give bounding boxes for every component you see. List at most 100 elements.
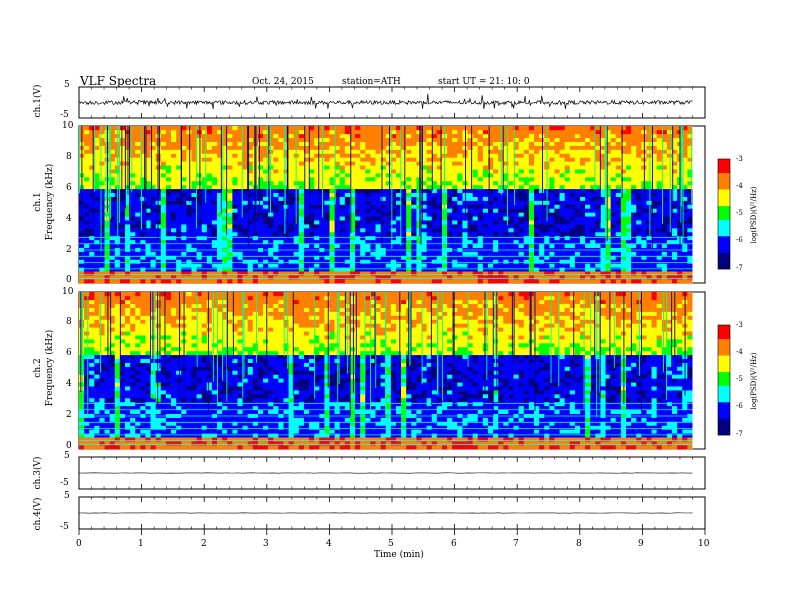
spectrogram-cell bbox=[539, 177, 545, 182]
spectrogram-cell bbox=[600, 243, 606, 248]
spectrogram-cell bbox=[385, 255, 392, 260]
spectrogram-cell bbox=[339, 145, 346, 150]
spectrogram-cell bbox=[355, 188, 361, 194]
spectrogram-cell bbox=[600, 267, 606, 272]
spectrogram-cell bbox=[79, 231, 85, 237]
spectrogram-cell bbox=[421, 216, 427, 221]
spectrogram-cell bbox=[534, 161, 540, 166]
spectrogram-cell bbox=[130, 279, 136, 284]
spectrogram-cell bbox=[125, 267, 131, 272]
spectrogram-cell bbox=[574, 200, 581, 205]
spectrogram-cell bbox=[314, 161, 320, 166]
spectrogram-cell bbox=[477, 263, 484, 268]
spectrogram-cell bbox=[595, 141, 601, 146]
spectrogram-cell bbox=[395, 141, 402, 146]
spectrogram-cell bbox=[421, 243, 427, 248]
spectrogram-cell bbox=[278, 173, 284, 178]
spectrogram-cell bbox=[605, 224, 611, 229]
spectrogram-cell bbox=[493, 243, 499, 248]
spectrogram-cell bbox=[620, 271, 627, 276]
spectrogram-cell bbox=[620, 224, 627, 229]
spectrogram-cell bbox=[140, 231, 146, 237]
spectrogram-cell bbox=[94, 216, 100, 221]
spectrogram-cell bbox=[171, 212, 177, 217]
spectrogram-cell bbox=[544, 279, 550, 284]
spectrogram-cell bbox=[406, 126, 412, 131]
spectrogram-cell bbox=[472, 184, 479, 190]
spectrogram-cell bbox=[334, 133, 341, 139]
spectrogram-cell bbox=[109, 145, 116, 150]
spectrogram-cell bbox=[487, 279, 494, 284]
spectrogram-cell bbox=[222, 235, 228, 241]
spectrogram-cell bbox=[257, 169, 264, 174]
spectrogram-cell bbox=[590, 231, 596, 237]
spectrogram-cell bbox=[252, 263, 259, 268]
spectrogram-cell bbox=[641, 251, 647, 256]
spectrogram-cell bbox=[503, 259, 509, 264]
spectrogram-cell bbox=[222, 279, 228, 284]
spectrogram-cell bbox=[181, 220, 187, 225]
spectrogram-cell bbox=[247, 271, 254, 276]
spectrogram-cell bbox=[191, 275, 197, 280]
spectrogram-cell bbox=[559, 157, 565, 162]
spectrogram-cell bbox=[401, 169, 407, 174]
spectrogram-cell bbox=[150, 243, 156, 248]
spectrogram-cell bbox=[518, 243, 525, 248]
spectrogram-cell bbox=[89, 137, 95, 142]
spectrogram-cell bbox=[196, 133, 202, 139]
spectrogram-cell bbox=[79, 243, 85, 248]
spectrogram-cell bbox=[441, 263, 448, 268]
spectrogram-cell bbox=[130, 259, 136, 264]
spectrogram-cell bbox=[431, 275, 438, 280]
spectrogram-cell bbox=[482, 200, 489, 205]
spectrogram-cell bbox=[523, 192, 530, 197]
spectrogram-cell bbox=[411, 208, 417, 213]
spectrogram-cell bbox=[503, 275, 509, 280]
spectrogram-cell bbox=[217, 141, 223, 146]
spectrogram-cell bbox=[416, 200, 422, 205]
spectrogram-cell bbox=[329, 145, 335, 150]
spectrogram-cell bbox=[370, 153, 376, 158]
spectrogram-cell bbox=[559, 259, 565, 264]
spectrogram-cell bbox=[171, 153, 177, 158]
spectrogram-cell bbox=[416, 149, 422, 154]
spectrogram-cell bbox=[390, 165, 397, 170]
spectrogram-cell bbox=[605, 149, 611, 154]
spectrogram-cell bbox=[518, 165, 525, 170]
spectrogram-cell bbox=[247, 243, 254, 248]
spectrogram-cell bbox=[421, 133, 427, 139]
spectrogram-cell bbox=[580, 200, 586, 205]
spectrogram-cell bbox=[498, 204, 504, 209]
spectrogram-cell bbox=[385, 149, 392, 154]
spectrogram-cell bbox=[298, 184, 305, 190]
spectrogram-cell bbox=[99, 251, 105, 256]
spectrogram-cell bbox=[569, 271, 576, 276]
spectrogram-cell bbox=[339, 129, 346, 135]
spectrogram-cell bbox=[421, 235, 427, 241]
spectrogram-cell bbox=[314, 165, 320, 170]
spectrogram-cell bbox=[416, 275, 422, 280]
spectrogram-cell bbox=[528, 177, 535, 182]
spectrogram-cell bbox=[549, 243, 555, 248]
spectrogram-cell bbox=[431, 212, 438, 217]
spectrogram-cell bbox=[339, 235, 346, 241]
spectrogram-cell bbox=[201, 220, 208, 225]
spectrogram-cell bbox=[355, 255, 361, 260]
spectrogram-cell bbox=[431, 192, 438, 197]
spectrogram-cell bbox=[620, 161, 627, 166]
spectrogram-cell bbox=[89, 169, 95, 174]
spectrogram-cell bbox=[503, 216, 509, 221]
spectrogram-cell bbox=[211, 255, 218, 260]
spectrogram-cell bbox=[99, 200, 105, 205]
spectrogram-cell bbox=[181, 149, 187, 154]
spectrogram-cell bbox=[160, 145, 167, 150]
spectrogram-cell bbox=[477, 251, 484, 256]
spectrogram-cell bbox=[426, 263, 433, 268]
spectrogram-cell bbox=[273, 184, 279, 190]
spectrogram-cell bbox=[257, 251, 264, 256]
spectrogram-cell bbox=[273, 243, 279, 248]
spectrogram-cell bbox=[646, 165, 652, 170]
spectrogram-cell bbox=[119, 243, 126, 248]
spectrogram-cell bbox=[201, 161, 208, 166]
spectrogram-cell bbox=[631, 149, 637, 154]
